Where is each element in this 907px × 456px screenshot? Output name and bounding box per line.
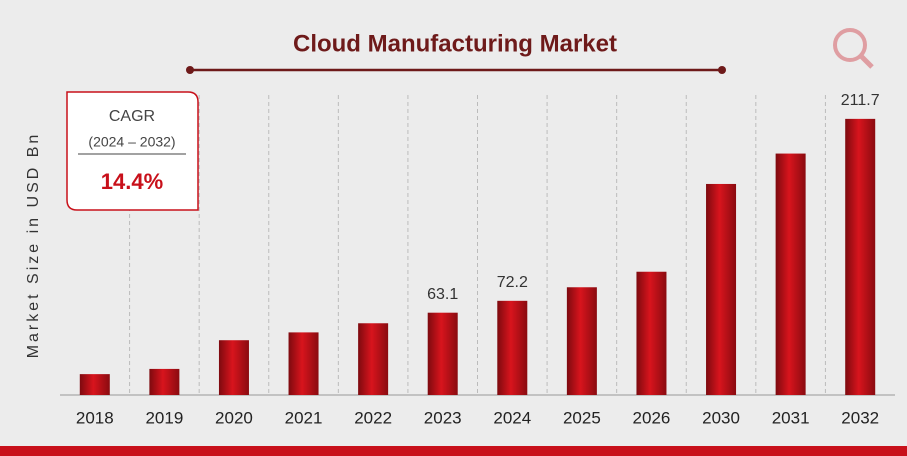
chart-title: Cloud Manufacturing Market: [293, 30, 617, 57]
plot-area: 2018 2019 2020 2021 2022 2023 63.1 2024 72.2 2025…: [60, 92, 895, 427]
data-label: 63.1: [427, 286, 458, 303]
bar: [218, 340, 249, 395]
bar: [497, 300, 528, 395]
bar: [427, 312, 458, 395]
cagr-value: 14.4%: [101, 169, 163, 194]
x-tick-label: 2030: [702, 408, 740, 427]
x-tick-label: 2022: [354, 408, 392, 427]
x-tick-label: 2024: [493, 408, 531, 427]
bar: [566, 287, 597, 395]
x-tick-label: 2032: [841, 408, 879, 427]
title-rule-dot: [718, 66, 726, 74]
bar: [706, 183, 737, 395]
logo: [833, 28, 874, 69]
y-axis-label: Market Size in USD Bn: [25, 132, 42, 359]
bar: [358, 323, 389, 395]
x-tick-label: 2018: [76, 408, 114, 427]
footer-band: [0, 446, 907, 456]
x-tick-label: 2019: [145, 408, 183, 427]
x-tick-label: 2023: [424, 408, 462, 427]
bar: [636, 271, 667, 395]
x-tick-label: 2020: [215, 408, 253, 427]
cagr-period: (2024 – 2032): [88, 134, 175, 150]
data-label: 72.2: [497, 274, 528, 291]
x-tick-label: 2026: [633, 408, 671, 427]
data-label: 211.7: [841, 92, 880, 109]
bar: [845, 118, 876, 395]
cagr-label: CAGR: [109, 108, 155, 125]
x-tick-label: 2025: [563, 408, 601, 427]
x-tick-label: 2021: [285, 408, 323, 427]
bar: [775, 153, 806, 395]
x-tick-label: 2031: [772, 408, 810, 427]
bar: [149, 368, 180, 395]
cagr-box: CAGR (2024 – 2032) 14.4%: [66, 91, 199, 211]
bar: [79, 374, 110, 395]
title-rule-dot: [186, 66, 194, 74]
bar: [288, 332, 319, 395]
